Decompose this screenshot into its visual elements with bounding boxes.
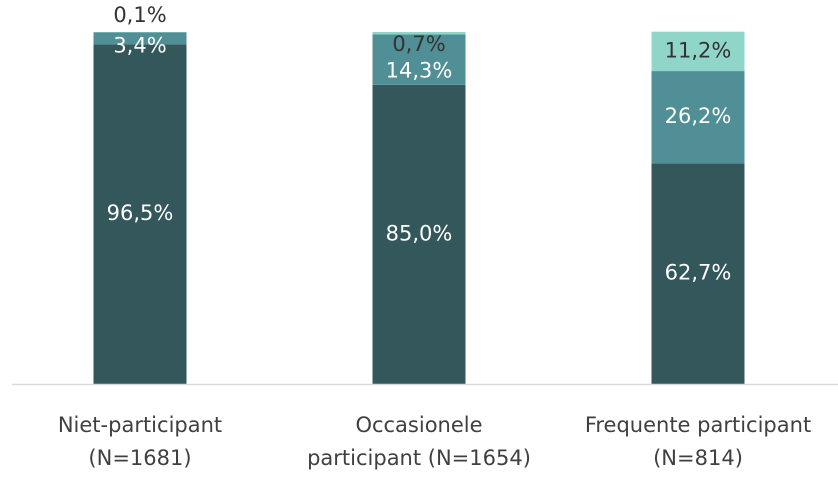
category-label-line: Frequente participant (585, 413, 811, 437)
data-label-3-1: 62,7% (665, 261, 732, 285)
data-label-2-1: 85,0% (386, 221, 453, 245)
bar-segment-3-3 (651, 31, 745, 72)
category-label-line: (N=814) (653, 446, 743, 470)
category-label-line: Occasionele (355, 413, 482, 437)
data-label-1-3: 0,1% (113, 3, 166, 27)
bar-segment-1-3 (93, 32, 187, 33)
data-label-2-3: 0,7% (392, 32, 445, 56)
category-label-line: participant (N=1654) (307, 446, 531, 470)
bar-segment-3-1 (651, 163, 745, 384)
data-label-1-2: 3,4% (113, 33, 166, 57)
category-label-1: Niet-participant (N=1681) (58, 413, 222, 470)
data-label-1-1: 96,5% (107, 201, 174, 225)
category-label-2: Occasionele participant (N=1654) (307, 413, 531, 470)
data-labels-layer: 96,5% 3,4% 0,1% 85,0% 14,3% 0,7% 62,7% 26,2% 11,… (107, 3, 732, 284)
data-label-3-3: 11,2% (665, 38, 732, 62)
category-labels-layer: Niet-participant (N=1681) Occasionele parti… (58, 413, 811, 470)
bar-segment-2-3 (372, 32, 466, 35)
category-label-3: Frequente participant (N=814) (585, 413, 811, 470)
bar-segment-1-1 (93, 44, 187, 384)
bar-segment-2-2 (372, 34, 466, 85)
bar-segment-2-1 (372, 84, 466, 385)
category-label-line: (N=1681) (88, 446, 191, 470)
bar-segment-1-2 (93, 32, 187, 45)
data-label-3-2: 26,2% (665, 104, 732, 128)
bar-segment-3-2 (651, 71, 745, 164)
category-label-line: Niet-participant (58, 413, 222, 437)
bars-layer (93, 31, 745, 385)
data-label-2-2: 14,3% (386, 59, 453, 83)
